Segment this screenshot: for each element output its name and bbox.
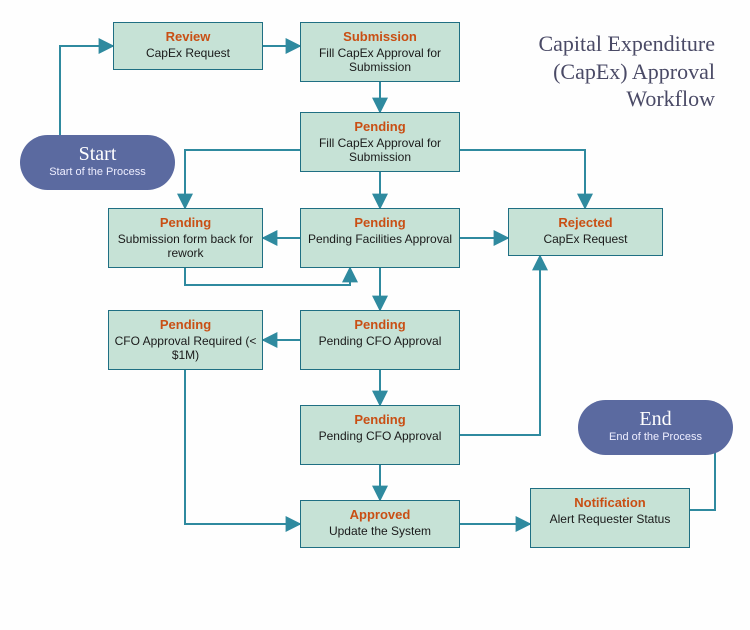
node-sub: CapEx Request xyxy=(513,232,658,246)
edge-pending1-rework xyxy=(185,150,300,208)
edge-cfo2-rejected-up xyxy=(460,256,540,435)
node-end: EndEnd of the Process xyxy=(578,400,733,455)
node-header: Pending xyxy=(113,215,258,230)
node-sub: CapEx Request xyxy=(118,46,258,60)
node-start: StartStart of the Process xyxy=(20,135,175,190)
node-notify: Notification Alert Requester Status xyxy=(530,488,690,548)
node-header: Pending xyxy=(305,412,455,427)
node-rework: Pending Submission form back for rework xyxy=(108,208,263,268)
node-sub: Alert Requester Status xyxy=(535,512,685,526)
node-header: Pending xyxy=(305,119,455,134)
node-cfo1: Pending Pending CFO Approval xyxy=(300,310,460,370)
diagram-title: Capital Expenditure (CapEx) Approval Wor… xyxy=(505,30,715,113)
node-header: End xyxy=(584,408,727,431)
flowchart-canvas: Capital Expenditure (CapEx) Approval Wor… xyxy=(0,0,750,630)
edge-rework-facilities-back xyxy=(185,268,350,285)
node-cforeq: Pending CFO Approval Required (< $1M) xyxy=(108,310,263,370)
edge-cforeq-approved xyxy=(185,370,300,524)
node-sub: Pending CFO Approval xyxy=(305,429,455,443)
node-sub: CFO Approval Required (< $1M) xyxy=(113,334,258,363)
node-sub: Fill CapEx Approval for Submission xyxy=(305,136,455,165)
node-header: Pending xyxy=(113,317,258,332)
node-header: Approved xyxy=(305,507,455,522)
edge-pending1-rejected xyxy=(460,150,585,208)
node-header: Notification xyxy=(535,495,685,510)
node-header: Pending xyxy=(305,317,455,332)
node-sub: Update the System xyxy=(305,524,455,538)
node-facilities: Pending Pending Facilities Approval xyxy=(300,208,460,268)
node-approved: Approved Update the System xyxy=(300,500,460,548)
node-sub: Submission form back for rework xyxy=(113,232,258,261)
node-sub: Start of the Process xyxy=(26,166,169,178)
node-submission: Submission Fill CapEx Approval for Submis… xyxy=(300,22,460,82)
node-header: Rejected xyxy=(513,215,658,230)
node-sub: End of the Process xyxy=(584,431,727,443)
node-rejected: Rejected CapEx Request xyxy=(508,208,663,256)
node-sub: Pending CFO Approval xyxy=(305,334,455,348)
edge-start-review xyxy=(60,46,113,135)
node-header: Start xyxy=(26,143,169,166)
node-review: Review CapEx Request xyxy=(113,22,263,70)
node-sub: Fill CapEx Approval for Submission xyxy=(305,46,455,75)
node-header: Pending xyxy=(305,215,455,230)
node-header: Review xyxy=(118,29,258,44)
node-sub: Pending Facilities Approval xyxy=(305,232,455,246)
node-header: Submission xyxy=(305,29,455,44)
node-pending1: Pending Fill CapEx Approval for Submissio… xyxy=(300,112,460,172)
node-cfo2: Pending Pending CFO Approval xyxy=(300,405,460,465)
